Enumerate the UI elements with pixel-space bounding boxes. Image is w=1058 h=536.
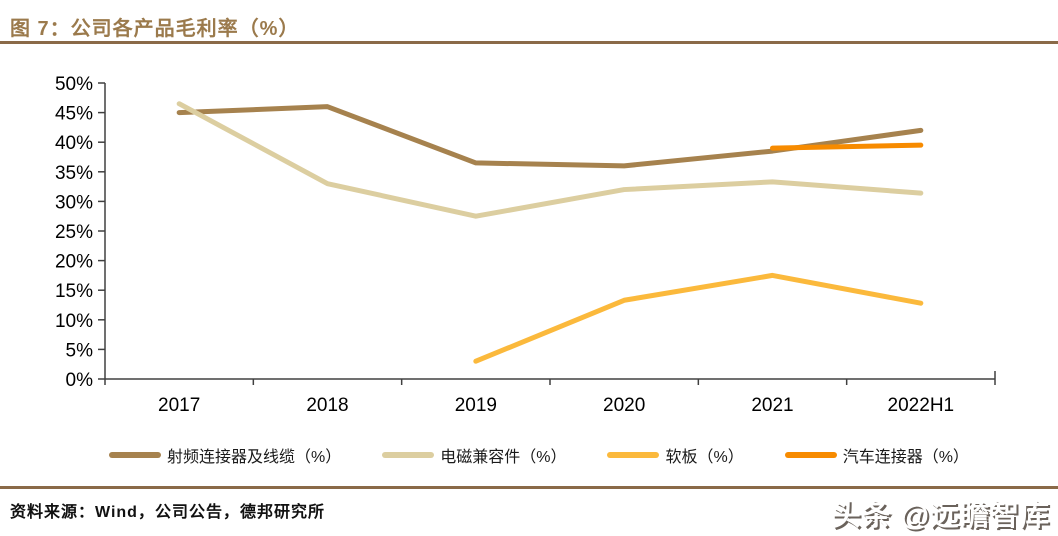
y-tick-label: 35%	[55, 163, 93, 184]
footer-divider	[0, 486, 1058, 489]
y-tick-label: 50%	[55, 74, 93, 95]
x-tick-label: 2017	[158, 395, 200, 416]
legend-swatch	[109, 452, 161, 458]
legend-swatch	[382, 452, 435, 458]
legend-swatch	[784, 452, 837, 458]
legend-item: 汽车连接器（%）	[784, 443, 969, 467]
series-line	[176, 104, 924, 169]
page-title: 图 7：公司各产品毛利率（%）	[10, 18, 300, 40]
x-tick-label: 2021	[751, 395, 793, 416]
legend-item: 软板（%）	[607, 443, 744, 467]
line-chart: 0% 5% 10% 15% 20% 25% 30% 35% 40% 45% 50% 2017 2018 2…	[55, 74, 996, 416]
y-tick-label: 45%	[55, 104, 93, 125]
legend-item: 电磁兼容件（%）	[382, 443, 566, 467]
y-tick-label: 0%	[66, 370, 94, 391]
title-divider	[0, 41, 1058, 44]
y-tick-label: 15%	[55, 281, 93, 302]
source-note: 资料来源：Wind，公司公告，德邦研究所	[10, 504, 325, 521]
legend-swatch	[607, 452, 660, 458]
legend-label: 电磁兼容件（%）	[440, 449, 567, 466]
y-tick-label: 40%	[55, 133, 93, 154]
x-tick-label: 2022H1	[888, 395, 955, 416]
legend-label: 射频连接器及线缆（%）	[167, 449, 342, 466]
series-line	[176, 101, 924, 219]
y-tick-label: 20%	[55, 252, 93, 273]
y-tick-label: 5%	[66, 340, 94, 361]
y-tick-label: 30%	[55, 192, 93, 213]
x-tick-label: 2019	[455, 395, 497, 416]
legend-label: 汽车连接器（%）	[842, 449, 969, 466]
x-tick-label: 2018	[306, 395, 348, 416]
legend-label: 软板（%）	[665, 449, 744, 466]
y-tick-label: 25%	[55, 222, 93, 243]
legend-item: 射频连接器及线缆（%）	[109, 443, 341, 467]
x-tick-label: 2020	[603, 395, 645, 416]
y-tick-label: 10%	[55, 311, 93, 332]
series-line	[473, 272, 924, 364]
series-line	[770, 142, 924, 151]
watermark: 头条 @远瞻智库	[831, 500, 1050, 532]
chart-legend: 射频连接器及线缆（%） 电磁兼容件（%） 软板（%） 汽车连接器（%）	[109, 443, 969, 467]
